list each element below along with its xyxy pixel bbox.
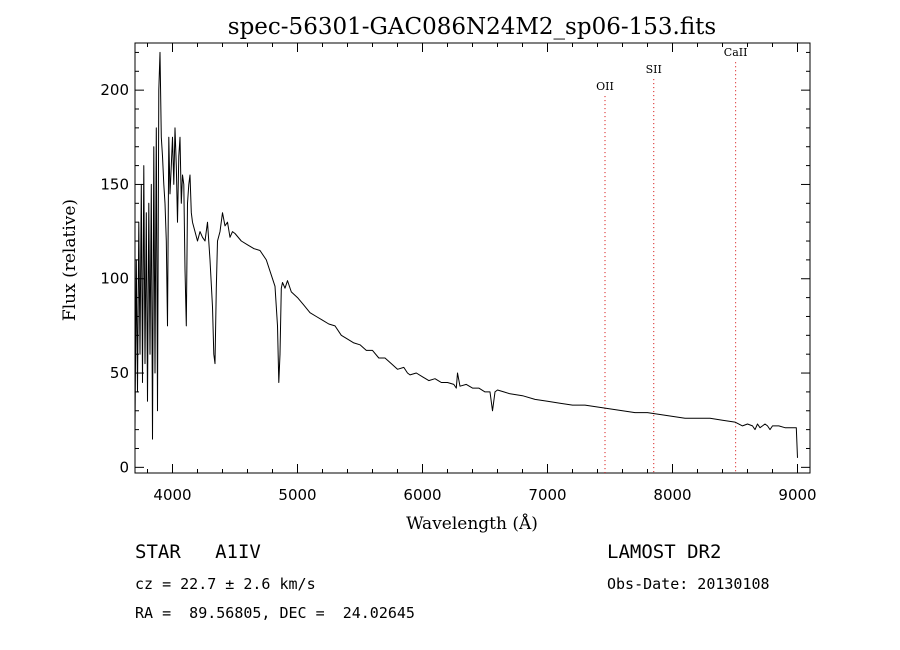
y-tick-label-3: 150 xyxy=(100,175,129,193)
annotation-label-0: OII xyxy=(596,80,614,93)
x-tick-label-5: 9000 xyxy=(778,486,816,504)
y-axis-label: Flux (relative) xyxy=(60,199,80,321)
chart-title: spec-56301-GAC086N24M2_sp06-153.fits xyxy=(228,14,716,40)
x-axis-label: Wavelength (Å) xyxy=(406,513,538,534)
spectrum-line xyxy=(134,51,798,458)
object-type-label: STAR A1IV xyxy=(135,541,261,563)
y-tick-label-4: 200 xyxy=(100,81,129,99)
y-tick-label-2: 100 xyxy=(100,270,129,288)
x-tick-label-0: 4000 xyxy=(153,486,191,504)
x-tick-label-2: 6000 xyxy=(403,486,441,504)
coordinates-value: RA = 89.56805, DEC = 24.02645 xyxy=(135,604,415,622)
plot-area: OII SII CaII 4000 5000 6000 7000 8000 9000 0 50 100… xyxy=(100,42,817,504)
cz-value: cz = 22.7 ± 2.6 km/s xyxy=(135,575,316,593)
x-tick-label-1: 5000 xyxy=(278,486,316,504)
plot-frame xyxy=(134,42,811,474)
x-tick-label-3: 7000 xyxy=(528,486,566,504)
annotation-label-2: CaII xyxy=(724,46,748,59)
annotation-label-1: SII xyxy=(646,63,662,76)
y-tick-label-1: 50 xyxy=(110,364,129,382)
obs-date-value: Obs-Date: 20130108 xyxy=(607,575,770,593)
x-tick-label-4: 8000 xyxy=(653,486,691,504)
survey-label: LAMOST DR2 xyxy=(607,541,722,563)
y-tick-label-0: 0 xyxy=(119,458,129,476)
